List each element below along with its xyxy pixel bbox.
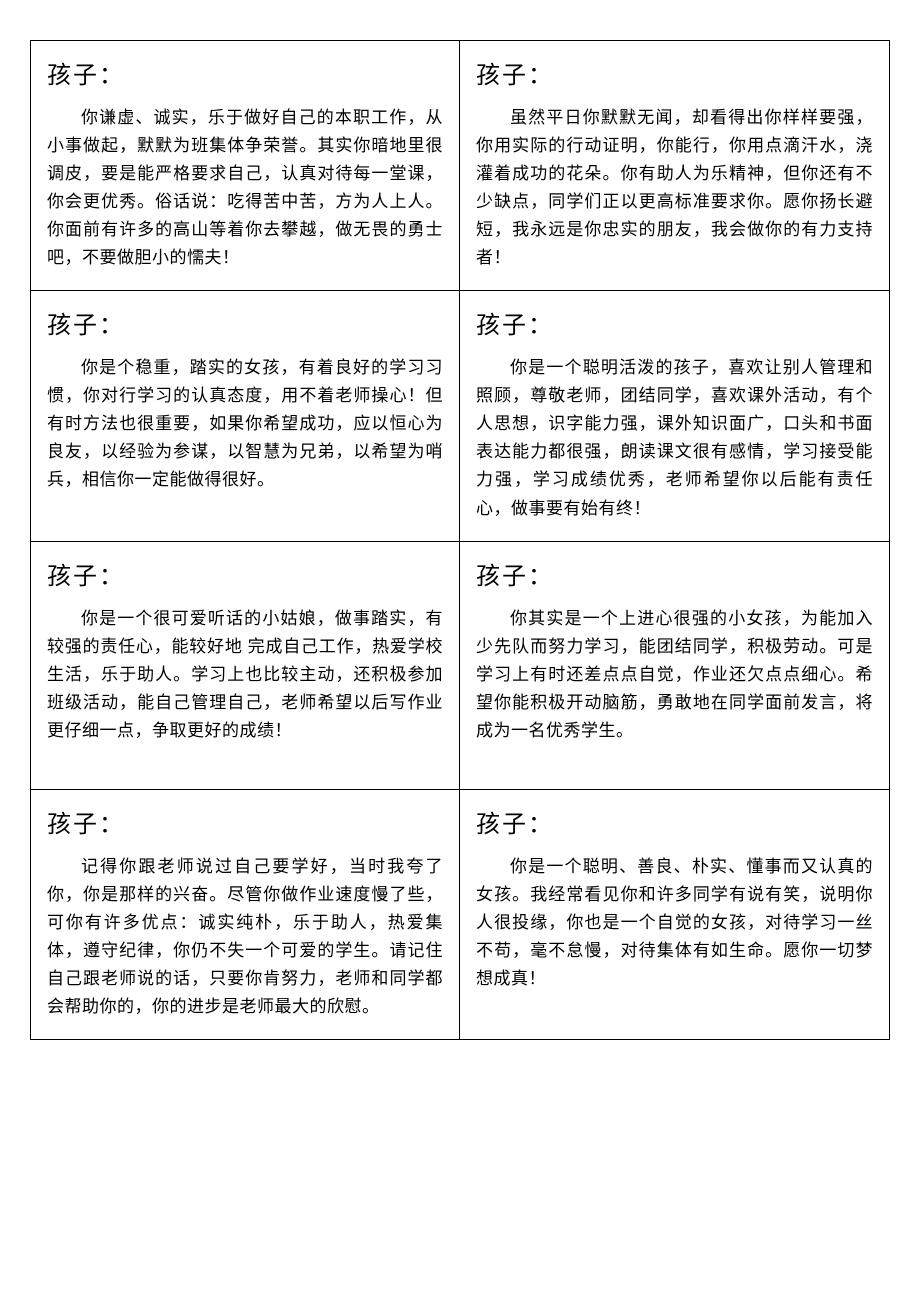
comment-cell: 孩子： 你是一个聪明、善良、朴实、懂事而又认真的女孩。我经常看见你和许多同学有说… <box>460 790 889 1040</box>
cell-body: 记得你跟老师说过自己要学好，当时我夸了你，你是那样的兴奋。尽管你做作业速度慢了些… <box>47 853 443 1021</box>
comments-grid: 孩子： 你谦虚、诚实，乐于做好自己的本职工作，从小事做起，默默为班集体争荣誉。其… <box>30 40 890 1040</box>
cell-heading: 孩子： <box>47 804 443 839</box>
cell-heading: 孩子： <box>476 305 873 340</box>
cell-heading: 孩子： <box>476 556 873 591</box>
cell-heading: 孩子： <box>47 55 443 90</box>
comment-cell: 孩子： 虽然平日你默默无闻，却看得出你样样要强，你用实际的行动证明，你能行，你用… <box>460 41 889 291</box>
comment-cell: 孩子： 你是一个很可爱听话的小姑娘，做事踏实，有较强的责任心，能较好地 完成自己… <box>31 542 460 790</box>
comment-cell: 孩子： 你其实是一个上进心很强的小女孩，为能加入少先队而努力学习，能团结同学，积… <box>460 542 889 790</box>
comment-cell: 孩子： 你是个稳重，踏实的女孩，有着良好的学习习惯，你对行学习的认真态度，用不着… <box>31 291 460 541</box>
cell-body: 你谦虚、诚实，乐于做好自己的本职工作，从小事做起，默默为班集体争荣誉。其实你暗地… <box>47 104 443 272</box>
cell-heading: 孩子： <box>47 556 443 591</box>
comment-cell: 孩子： 你是一个聪明活泼的孩子，喜欢让别人管理和照顾，尊敬老师，团结同学，喜欢课… <box>460 291 889 541</box>
cell-body: 你其实是一个上进心很强的小女孩，为能加入少先队而努力学习，能团结同学，积极劳动。… <box>476 605 873 745</box>
cell-heading: 孩子： <box>47 305 443 340</box>
cell-body: 你是一个聪明、善良、朴实、懂事而又认真的女孩。我经常看见你和许多同学有说有笑，说… <box>476 853 873 993</box>
cell-heading: 孩子： <box>476 804 873 839</box>
cell-body: 你是一个很可爱听话的小姑娘，做事踏实，有较强的责任心，能较好地 完成自己工作，热… <box>47 605 443 745</box>
comment-cell: 孩子： 你谦虚、诚实，乐于做好自己的本职工作，从小事做起，默默为班集体争荣誉。其… <box>31 41 460 291</box>
cell-body: 虽然平日你默默无闻，却看得出你样样要强，你用实际的行动证明，你能行，你用点滴汗水… <box>476 104 873 272</box>
cell-body: 你是个稳重，踏实的女孩，有着良好的学习习惯，你对行学习的认真态度，用不着老师操心… <box>47 354 443 494</box>
cell-heading: 孩子： <box>476 55 873 90</box>
comment-cell: 孩子： 记得你跟老师说过自己要学好，当时我夸了你，你是那样的兴奋。尽管你做作业速… <box>31 790 460 1040</box>
cell-body: 你是一个聪明活泼的孩子，喜欢让别人管理和照顾，尊敬老师，团结同学，喜欢课外活动，… <box>476 354 873 522</box>
